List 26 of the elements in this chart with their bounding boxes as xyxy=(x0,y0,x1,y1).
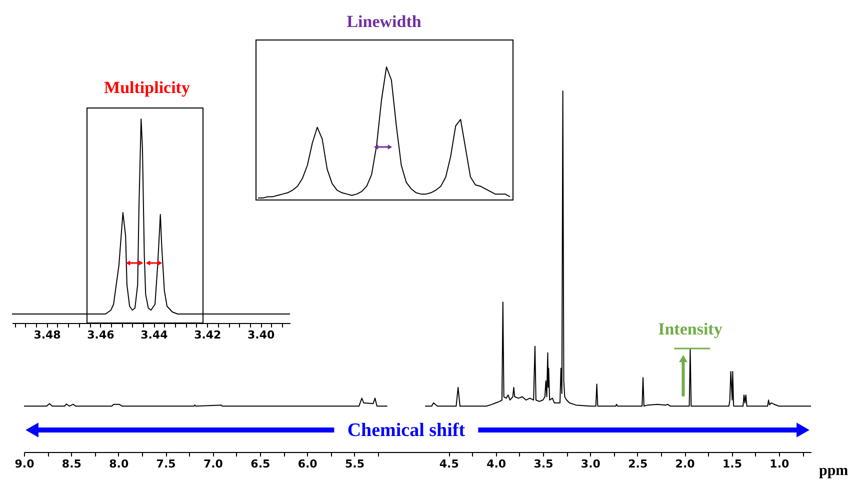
x-tick-label: 4.0 xyxy=(486,458,506,470)
x-tick-label: 1.0 xyxy=(770,458,790,470)
x-tick-label: 1.5 xyxy=(722,458,742,470)
chart-title: Linewidth xyxy=(346,12,422,31)
x-tick-label: 3.42 xyxy=(194,328,222,342)
x-tick-label: 2.0 xyxy=(675,458,696,470)
x-tick-label: 3.40 xyxy=(248,328,276,342)
x-tick-label: 8.5 xyxy=(62,458,82,470)
x-tick-label: 4.5 xyxy=(439,458,459,470)
x-tick-label: 8.0 xyxy=(109,458,129,470)
x-tick-label: 3.44 xyxy=(140,328,168,342)
x-tick-label: 3.48 xyxy=(34,328,61,342)
x-tick-label: 9.0 xyxy=(14,458,35,470)
x-tick-label: 3.0 xyxy=(580,458,601,470)
chart-title: Multiplicity xyxy=(104,78,190,97)
x-tick-label: 5.5 xyxy=(345,458,365,470)
x-tick-label: 2.5 xyxy=(628,458,648,470)
x-tick-label: 7.0 xyxy=(203,458,224,470)
x-tick-label: 3.46 xyxy=(87,328,115,342)
x-tick-label: 7.5 xyxy=(156,458,176,470)
annotation: Intensity xyxy=(658,319,723,338)
x-tick-label: 3.5 xyxy=(534,458,554,470)
x-tick-label: 6.0 xyxy=(298,458,318,470)
x-axis-title: ppm xyxy=(819,463,849,479)
x-tick-label: 6.5 xyxy=(250,458,270,470)
annotation: Chemical shift xyxy=(347,420,466,441)
